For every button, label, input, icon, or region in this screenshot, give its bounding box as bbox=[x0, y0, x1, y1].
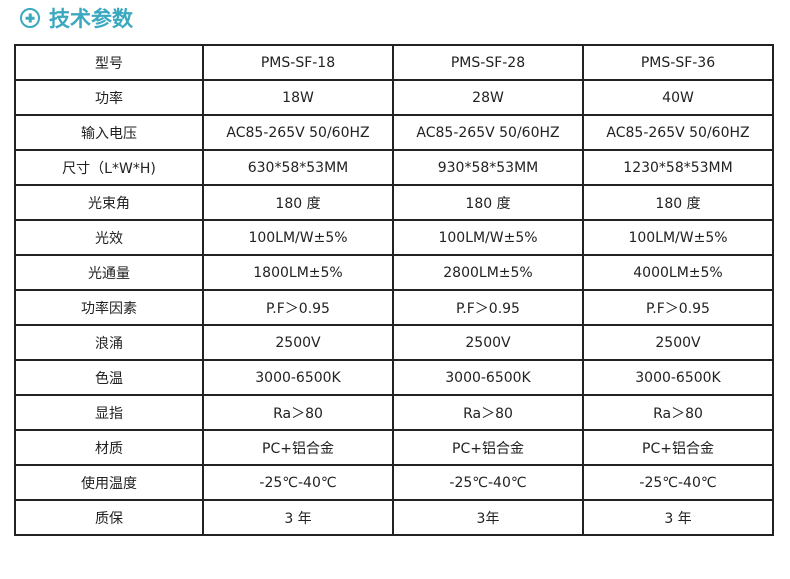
table-row: 输入电压 AC85-265V 50/60HZ AC85-265V 50/60HZ AC… bbox=[14, 114, 774, 151]
spec-table: 型号 PMS-SF-18 PMS-SF-28 PMS-SF-36 功率 18W 28W 40W… bbox=[14, 44, 774, 536]
table-cell: PC+铝合金 bbox=[582, 429, 774, 466]
table-cell: 4000LM±5% bbox=[582, 254, 774, 291]
row-label: 使用温度 bbox=[14, 464, 204, 501]
row-label: 功率 bbox=[14, 79, 204, 116]
table-cell: 1800LM±5% bbox=[202, 254, 394, 291]
table-cell: -25℃-40℃ bbox=[202, 464, 394, 501]
plus-circle-icon bbox=[20, 8, 40, 28]
table-row: 型号 PMS-SF-18 PMS-SF-28 PMS-SF-36 bbox=[14, 44, 774, 81]
table-cell: 180 度 bbox=[392, 184, 584, 221]
table-cell: 3000-6500K bbox=[582, 359, 774, 396]
table-cell: 28W bbox=[392, 79, 584, 116]
table-cell: 2800LM±5% bbox=[392, 254, 584, 291]
row-label: 浪涌 bbox=[14, 324, 204, 361]
table-cell: P.F＞0.95 bbox=[202, 289, 394, 326]
table-row: 显指 Ra＞80 Ra＞80 Ra＞80 bbox=[14, 394, 774, 431]
row-label: 光效 bbox=[14, 219, 204, 256]
table-cell: 3 年 bbox=[202, 499, 394, 536]
table-cell: -25℃-40℃ bbox=[582, 464, 774, 501]
table-cell: 180 度 bbox=[202, 184, 394, 221]
table-cell: 630*58*53MM bbox=[202, 149, 394, 186]
table-cell: 40W bbox=[582, 79, 774, 116]
table-cell: 1230*58*53MM bbox=[582, 149, 774, 186]
row-label: 色温 bbox=[14, 359, 204, 396]
table-row: 色温 3000-6500K 3000-6500K 3000-6500K bbox=[14, 359, 774, 396]
table-row: 材质 PC+铝合金 PC+铝合金 PC+铝合金 bbox=[14, 429, 774, 466]
table-cell: 3 年 bbox=[582, 499, 774, 536]
table-cell: -25℃-40℃ bbox=[392, 464, 584, 501]
table-cell: 2500V bbox=[202, 324, 394, 361]
table-row: 浪涌 2500V 2500V 2500V bbox=[14, 324, 774, 361]
table-row: 功率因素 P.F＞0.95 P.F＞0.95 P.F＞0.95 bbox=[14, 289, 774, 326]
table-row: 尺寸（L*W*H) 630*58*53MM 930*58*53MM 1230*58*5… bbox=[14, 149, 774, 186]
table-cell: PC+铝合金 bbox=[392, 429, 584, 466]
table-row: 使用温度 -25℃-40℃ -25℃-40℃ -25℃-40℃ bbox=[14, 464, 774, 501]
table-cell: 100LM/W±5% bbox=[202, 219, 394, 256]
section-title-text: 技术参数 bbox=[49, 7, 133, 31]
table-cell: P.F＞0.95 bbox=[582, 289, 774, 326]
table-cell: PMS-SF-36 bbox=[582, 44, 774, 81]
row-label: 质保 bbox=[14, 499, 204, 536]
row-label: 光束角 bbox=[14, 184, 204, 221]
row-label: 功率因素 bbox=[14, 289, 204, 326]
table-cell: 930*58*53MM bbox=[392, 149, 584, 186]
table-cell: 3000-6500K bbox=[202, 359, 394, 396]
table-row: 功率 18W 28W 40W bbox=[14, 79, 774, 116]
table-cell: PMS-SF-28 bbox=[392, 44, 584, 81]
table-cell: Ra＞80 bbox=[202, 394, 394, 431]
table-cell: 2500V bbox=[582, 324, 774, 361]
table-cell: 2500V bbox=[392, 324, 584, 361]
row-label: 输入电压 bbox=[14, 114, 204, 151]
table-cell: 100LM/W±5% bbox=[392, 219, 584, 256]
table-cell: 180 度 bbox=[582, 184, 774, 221]
table-cell: AC85-265V 50/60HZ bbox=[392, 114, 584, 151]
table-cell: 100LM/W±5% bbox=[582, 219, 774, 256]
section-title: 技术参数 bbox=[20, 4, 133, 32]
table-cell: PMS-SF-18 bbox=[202, 44, 394, 81]
row-label: 显指 bbox=[14, 394, 204, 431]
table-row: 光通量 1800LM±5% 2800LM±5% 4000LM±5% bbox=[14, 254, 774, 291]
table-cell: AC85-265V 50/60HZ bbox=[202, 114, 394, 151]
table-cell: Ra＞80 bbox=[582, 394, 774, 431]
table-cell: PC+铝合金 bbox=[202, 429, 394, 466]
table-cell: Ra＞80 bbox=[392, 394, 584, 431]
table-cell: AC85-265V 50/60HZ bbox=[582, 114, 774, 151]
table-row: 质保 3 年 3年 3 年 bbox=[14, 499, 774, 536]
row-label: 型号 bbox=[14, 44, 204, 81]
table-row: 光效 100LM/W±5% 100LM/W±5% 100LM/W±5% bbox=[14, 219, 774, 256]
row-label: 材质 bbox=[14, 429, 204, 466]
table-cell: P.F＞0.95 bbox=[392, 289, 584, 326]
row-label: 光通量 bbox=[14, 254, 204, 291]
table-cell: 3000-6500K bbox=[392, 359, 584, 396]
row-label: 尺寸（L*W*H) bbox=[14, 149, 204, 186]
table-cell: 3年 bbox=[392, 499, 584, 536]
table-row: 光束角 180 度 180 度 180 度 bbox=[14, 184, 774, 221]
table-cell: 18W bbox=[202, 79, 394, 116]
